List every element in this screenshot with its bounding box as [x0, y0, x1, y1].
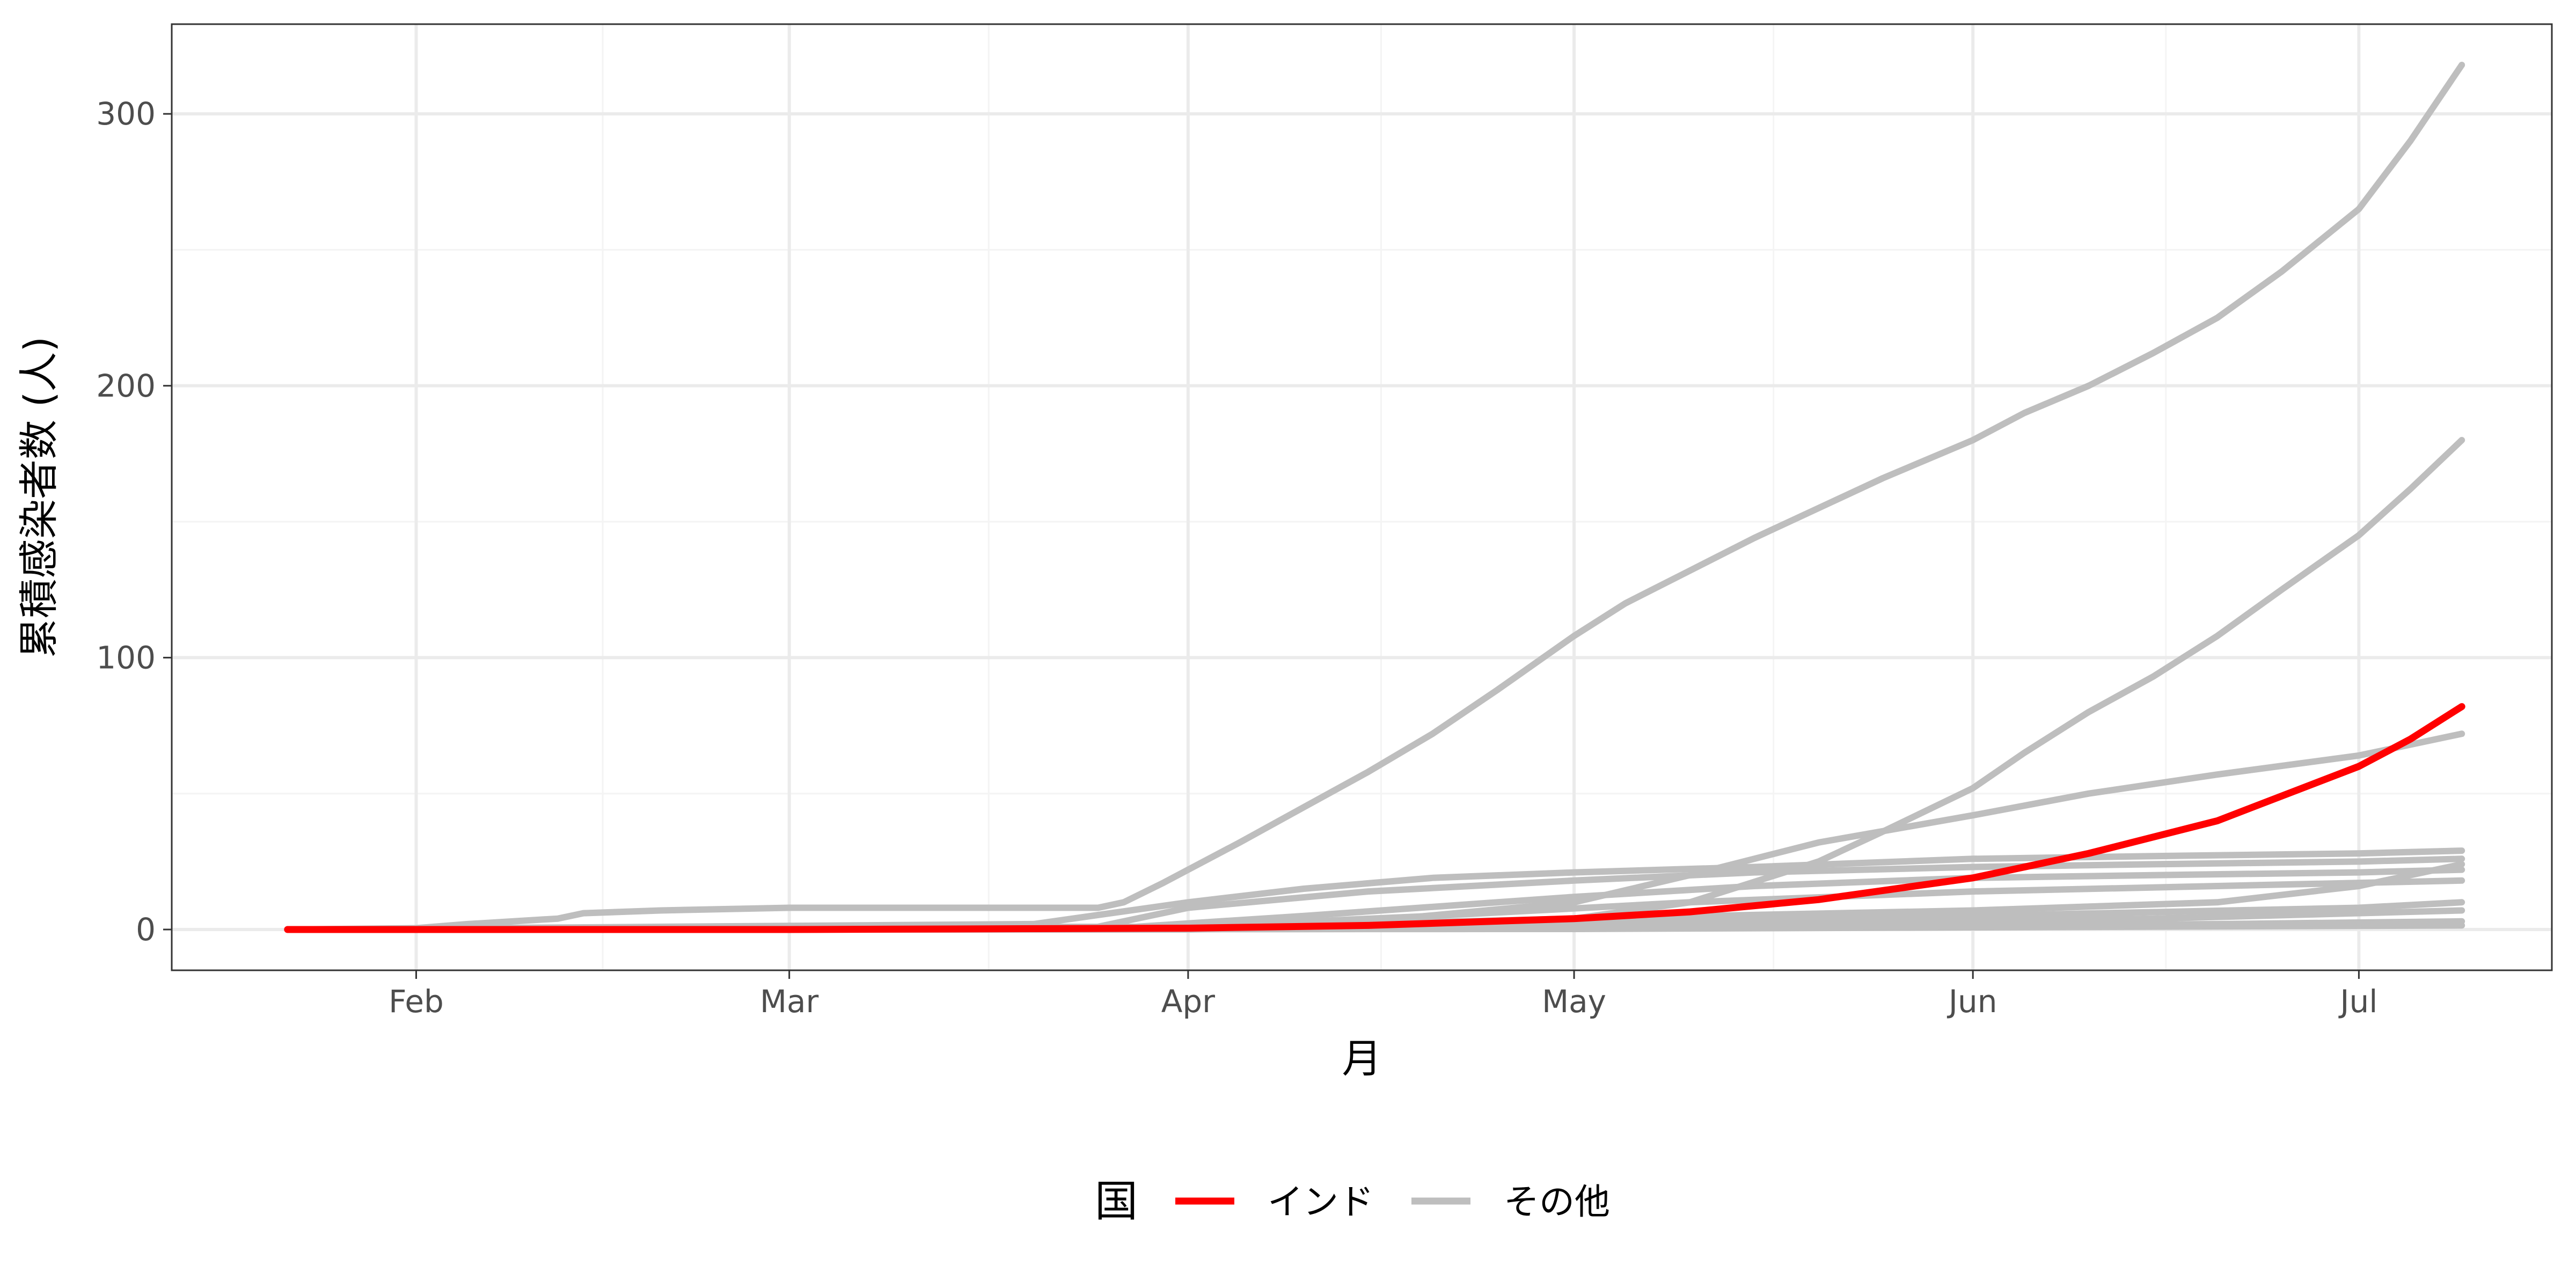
series-line-other — [284, 855, 2465, 933]
y-axis-title: 累積感染者数 (人) — [16, 336, 62, 658]
legend-label-other: その他 — [1504, 1181, 1610, 1223]
series-line-other — [284, 847, 2465, 933]
x-tick-label: Apr — [1161, 983, 1215, 1020]
y-tick-label: 100 — [96, 639, 156, 676]
y-tick-label: 0 — [136, 911, 156, 948]
x-tick-label: May — [1542, 983, 1606, 1020]
x-tick-label: Jul — [2338, 983, 2377, 1020]
series-layer — [284, 62, 2465, 933]
legend-title: 国 — [1095, 1176, 1138, 1226]
x-tick-label: Feb — [389, 983, 444, 1020]
panel-border — [171, 23, 2553, 971]
legend-label-india: インド — [1268, 1181, 1374, 1223]
series-line-india — [284, 703, 2465, 933]
x-tick-label: Mar — [760, 983, 819, 1020]
y-tick-label: 300 — [96, 96, 156, 132]
axes: Feb Mar Apr May Jun Jul 0 100 200 300 — [96, 96, 2377, 1020]
x-axis-title: 月 — [1342, 1036, 1382, 1082]
x-tick-label: Jun — [1947, 983, 1997, 1020]
grid — [172, 24, 2552, 970]
y-tick-label: 200 — [96, 368, 156, 404]
legend: 国 インド その他 — [1095, 1176, 1610, 1226]
series-line-other — [284, 62, 2465, 933]
series-line-other — [284, 866, 2465, 933]
